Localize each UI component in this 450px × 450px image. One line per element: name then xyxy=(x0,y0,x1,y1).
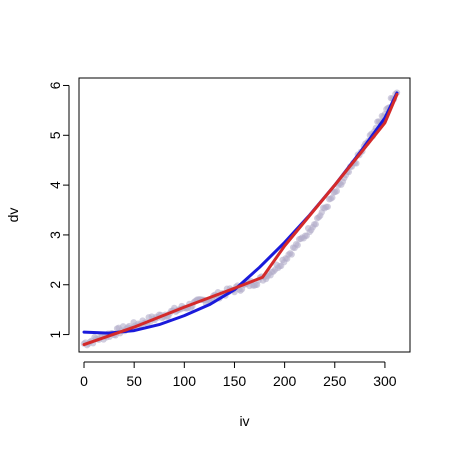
y-tick-label: 1 xyxy=(47,330,63,338)
y-tick-label: 5 xyxy=(47,131,63,139)
x-tick-label: 100 xyxy=(173,373,197,389)
x-axis-title: iv xyxy=(239,413,249,429)
x-tick-label: 150 xyxy=(223,373,247,389)
data-point xyxy=(333,187,340,195)
y-axis: 1 2 3 4 5 6 xyxy=(47,81,70,338)
data-point xyxy=(288,251,295,258)
y-tick-label: 3 xyxy=(47,231,63,239)
x-tick-label: 250 xyxy=(323,373,347,389)
data-point xyxy=(324,203,331,210)
x-tick-label: 50 xyxy=(126,373,142,389)
red-fit-line xyxy=(82,92,399,347)
y-axis-title: dv xyxy=(5,208,21,223)
blue-fit-line xyxy=(82,91,399,335)
x-tick-label: 200 xyxy=(273,373,297,389)
y-tick-label: 4 xyxy=(47,181,63,189)
data-point xyxy=(329,194,336,201)
y-tick-label: 6 xyxy=(47,81,63,89)
scatter-points xyxy=(80,89,401,349)
series-lines xyxy=(82,91,399,347)
x-tick-label: 0 xyxy=(80,373,88,389)
plot-frame xyxy=(78,77,411,353)
data-point xyxy=(294,241,301,249)
y-tick-label: 2 xyxy=(47,281,63,289)
x-axis: 0 50 100 150 200 250 300 xyxy=(80,361,397,389)
x-tick-label: 300 xyxy=(373,373,397,389)
data-point xyxy=(312,221,319,228)
